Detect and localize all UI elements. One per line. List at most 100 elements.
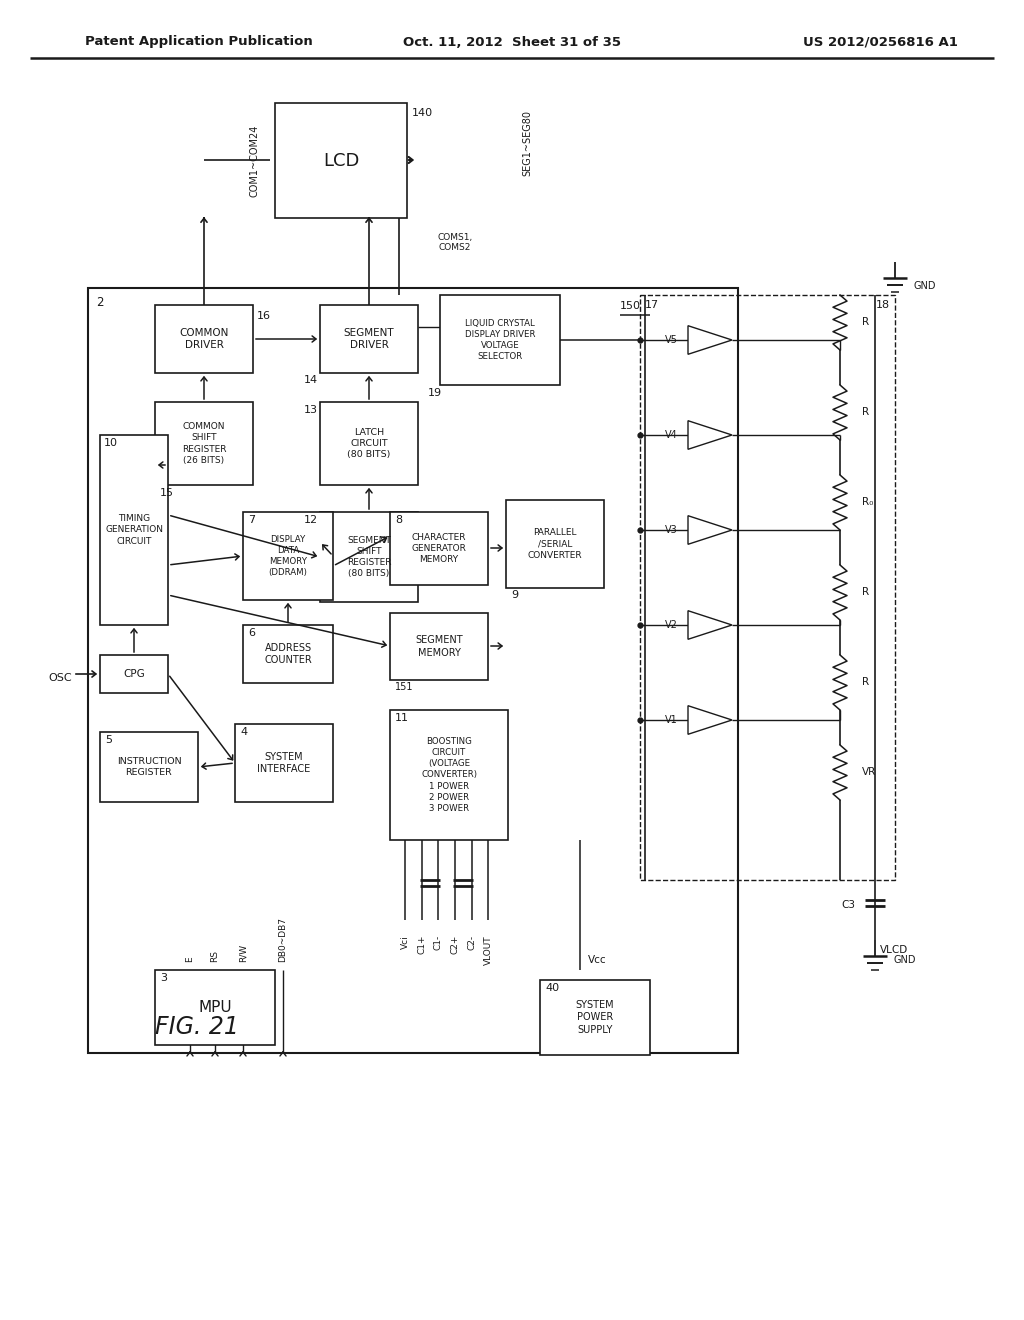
Bar: [243, 512, 333, 601]
Text: 12: 12: [304, 515, 318, 525]
Bar: [440, 294, 560, 385]
Text: COMS1,
COMS2: COMS1, COMS2: [437, 234, 473, 252]
Text: 140: 140: [412, 108, 433, 117]
Text: C1+: C1+: [418, 935, 427, 954]
Text: GND: GND: [893, 954, 915, 965]
Text: V2: V2: [666, 620, 678, 630]
Text: R: R: [862, 407, 869, 417]
Text: 15: 15: [160, 488, 174, 498]
Text: V5: V5: [666, 335, 678, 345]
Text: R: R: [862, 317, 869, 327]
Text: LATCH
CIRCUIT
(80 BITS): LATCH CIRCUIT (80 BITS): [347, 428, 391, 459]
Bar: [100, 436, 168, 624]
Bar: [390, 612, 488, 680]
Text: 14: 14: [304, 375, 318, 385]
Text: 17: 17: [645, 300, 659, 310]
Bar: [155, 403, 253, 484]
Text: CHARACTER
GENERATOR
MEMORY: CHARACTER GENERATOR MEMORY: [412, 533, 467, 564]
Text: FIG. 21: FIG. 21: [155, 1015, 239, 1039]
Text: COMMON
DRIVER: COMMON DRIVER: [179, 327, 228, 350]
Text: 4: 4: [240, 727, 247, 737]
Text: SEGMENT
DRIVER: SEGMENT DRIVER: [344, 327, 394, 350]
Text: 9: 9: [511, 590, 518, 601]
Text: 151: 151: [395, 682, 414, 692]
Text: 16: 16: [257, 312, 271, 321]
Text: SEGMENT
MEMORY: SEGMENT MEMORY: [415, 635, 463, 657]
Text: V1: V1: [666, 715, 678, 725]
Text: DB0~DB7: DB0~DB7: [279, 917, 288, 962]
Text: DISPLAY
DATA
MEMORY
(DDRAM): DISPLAY DATA MEMORY (DDRAM): [268, 535, 307, 577]
Text: R: R: [862, 587, 869, 597]
Bar: [390, 512, 488, 585]
Text: C3: C3: [841, 900, 855, 909]
Text: SEGMENT
SHIFT
REGISTER
(80 BITS): SEGMENT SHIFT REGISTER (80 BITS): [347, 536, 391, 578]
Bar: [155, 305, 253, 374]
Text: 11: 11: [395, 713, 409, 723]
Text: Oct. 11, 2012  Sheet 31 of 35: Oct. 11, 2012 Sheet 31 of 35: [403, 36, 621, 49]
Bar: [100, 655, 168, 693]
Text: C1-: C1-: [433, 935, 442, 950]
Text: 3: 3: [160, 973, 167, 983]
Text: Vci: Vci: [400, 935, 410, 949]
Text: OSC: OSC: [48, 673, 72, 682]
Bar: [390, 710, 508, 840]
Text: LCD: LCD: [323, 152, 359, 169]
Bar: [243, 624, 333, 682]
Text: Patent Application Publication: Patent Application Publication: [85, 36, 312, 49]
Text: E: E: [185, 957, 195, 962]
Bar: [319, 305, 418, 374]
Text: SYSTEM
POWER
SUPPLY: SYSTEM POWER SUPPLY: [575, 1001, 614, 1035]
Text: VLOUT: VLOUT: [483, 935, 493, 965]
Text: 19: 19: [428, 388, 442, 399]
Text: INSTRUCTION
REGISTER: INSTRUCTION REGISTER: [117, 756, 181, 777]
Bar: [100, 733, 198, 803]
Bar: [319, 512, 418, 602]
Text: VLCD: VLCD: [880, 945, 908, 954]
Bar: [234, 723, 333, 803]
Text: COM1~COM24: COM1~COM24: [250, 124, 260, 197]
Bar: [506, 500, 604, 587]
Text: GND: GND: [913, 281, 936, 290]
Text: V4: V4: [666, 430, 678, 440]
Text: 150: 150: [620, 301, 641, 312]
Text: US 2012/0256816 A1: US 2012/0256816 A1: [803, 36, 958, 49]
Text: BOOSTING
CIRCUIT
(VOLTAGE
CONVERTER)
1 POWER
2 POWER
3 POWER: BOOSTING CIRCUIT (VOLTAGE CONVERTER) 1 P…: [421, 737, 477, 813]
Text: RS: RS: [211, 950, 219, 962]
Bar: [155, 970, 275, 1045]
Polygon shape: [688, 326, 732, 354]
Text: CPG: CPG: [123, 669, 144, 678]
Text: 5: 5: [105, 735, 112, 744]
Text: 18: 18: [876, 300, 890, 310]
Text: ADDRESS
COUNTER: ADDRESS COUNTER: [264, 643, 312, 665]
Text: 7: 7: [248, 515, 255, 525]
Text: C2+: C2+: [451, 935, 460, 954]
Text: COMMON
SHIFT
REGISTER
(26 BITS): COMMON SHIFT REGISTER (26 BITS): [181, 422, 226, 465]
Text: 13: 13: [304, 405, 318, 414]
Text: 8: 8: [395, 515, 402, 525]
Bar: [319, 403, 418, 484]
Text: SEG1~SEG80: SEG1~SEG80: [522, 110, 532, 176]
Bar: [88, 288, 738, 1053]
Text: R₀: R₀: [862, 498, 873, 507]
Text: 2: 2: [96, 296, 103, 309]
Text: LIQUID CRYSTAL
DISPLAY DRIVER
VOLTAGE
SELECTOR: LIQUID CRYSTAL DISPLAY DRIVER VOLTAGE SE…: [465, 319, 536, 362]
Text: 10: 10: [104, 438, 118, 447]
Bar: [540, 979, 650, 1055]
Text: 6: 6: [248, 628, 255, 638]
Text: C2-: C2-: [468, 935, 476, 950]
Text: VR: VR: [862, 767, 877, 777]
Text: Vcc: Vcc: [588, 954, 606, 965]
Polygon shape: [688, 421, 732, 449]
Text: R: R: [862, 677, 869, 686]
Text: 40: 40: [545, 983, 559, 993]
Text: SYSTEM
INTERFACE: SYSTEM INTERFACE: [257, 752, 310, 775]
Polygon shape: [688, 706, 732, 734]
Text: V3: V3: [666, 525, 678, 535]
Text: TIMING
GENERATION
CIRCUIT: TIMING GENERATION CIRCUIT: [105, 515, 163, 545]
Text: MPU: MPU: [199, 1001, 231, 1015]
Polygon shape: [688, 516, 732, 544]
Bar: [275, 103, 407, 218]
Text: R/W: R/W: [239, 944, 248, 962]
Polygon shape: [688, 611, 732, 639]
Bar: [640, 294, 895, 880]
